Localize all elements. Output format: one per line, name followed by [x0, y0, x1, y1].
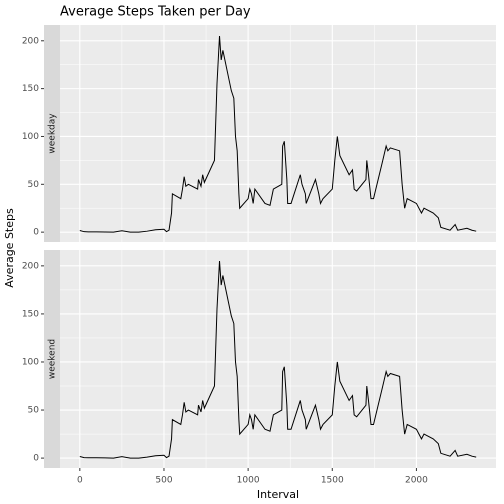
strip — [44, 25, 60, 242]
y-axis-title: Average Steps — [3, 208, 16, 288]
y-tick-label: 200 — [22, 261, 39, 271]
x-tick-label: 2000 — [405, 476, 428, 486]
y-tick-label: 50 — [28, 406, 40, 416]
x-tick-label: 1000 — [237, 476, 260, 486]
y-tick-label: 150 — [22, 309, 39, 319]
line — [79, 261, 477, 459]
x-tick-label: 0 — [77, 476, 83, 486]
y-tick-label: 100 — [22, 357, 39, 367]
x-axis-title: Interval — [257, 488, 299, 501]
y-tick-label: 50 — [28, 180, 40, 190]
panel-background — [60, 25, 496, 242]
strip-label: weekday — [48, 113, 58, 154]
line — [79, 35, 477, 233]
x-tick-label: 1500 — [321, 476, 344, 486]
y-tick-label: 0 — [33, 454, 39, 464]
y-tick-label: 0 — [33, 228, 39, 238]
panel-background — [60, 250, 496, 468]
chart-title: Average Steps Taken per Day — [60, 5, 251, 20]
y-tick-label: 100 — [22, 132, 39, 142]
strip — [44, 250, 60, 468]
y-tick-label: 200 — [22, 36, 39, 46]
strip-label: weekend — [48, 339, 58, 379]
y-tick-label: 150 — [22, 84, 39, 94]
x-tick-label: 500 — [155, 476, 172, 486]
